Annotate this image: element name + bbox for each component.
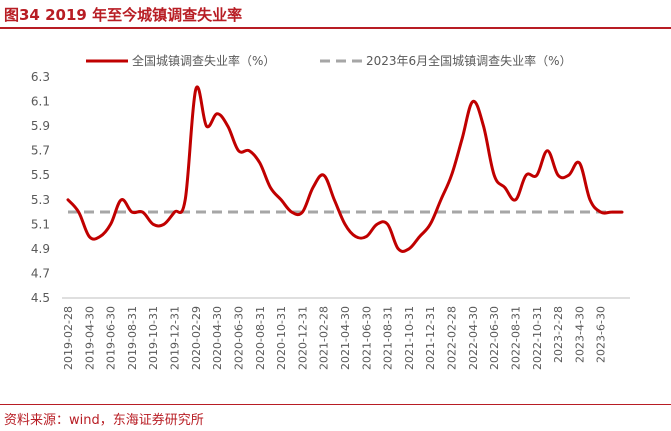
x-tick-label: 2019-12-31 [169, 306, 182, 370]
y-axis-ticks: 6.3 6.1 5.9 5.7 5.5 5.3 5.1 4.9 4.7 4.5 [31, 70, 50, 305]
x-tick-label: 2022-02-28 [446, 306, 459, 370]
y-tick-label: 5.7 [31, 144, 50, 158]
main-series-group [66, 85, 624, 253]
figure-title: 图34 2019 年至今城镇调查失业率 [4, 6, 243, 24]
x-tick-label: 2020-06-30 [232, 306, 245, 370]
x-axis-ticks: 2019-02-28 2019-04-30 2019-06-30 2019-08-31… [62, 306, 608, 370]
x-tick-label: 2020-08-31 [254, 306, 267, 370]
y-tick-label: 4.7 [31, 266, 50, 280]
x-tick-label: 2021-10-31 [403, 306, 416, 370]
x-tick-label: 2020-12-31 [296, 306, 309, 370]
x-tick-label: 2023-4-30 [573, 306, 586, 363]
series-line-unemployment [66, 85, 624, 253]
y-tick-label: 5.1 [31, 217, 50, 231]
x-tick-label: 2019-10-31 [147, 306, 160, 370]
y-tick-label: 6.3 [31, 70, 50, 84]
x-tick-label: 2022-06-30 [488, 306, 501, 370]
x-tick-label: 2022-10-31 [531, 306, 544, 370]
y-tick-label: 6.1 [31, 95, 50, 109]
x-tick-label: 2021-02-28 [318, 306, 331, 370]
legend-label-reference: 2023年6月全国城镇调查失业率（%） [366, 53, 572, 68]
y-tick-label: 5.3 [31, 193, 50, 207]
x-tick-label: 2022-08-31 [509, 306, 522, 370]
x-tick-label: 2021-08-31 [382, 306, 395, 370]
legend-label-main: 全国城镇调查失业率（%） [132, 53, 275, 68]
x-tick-label: 2019-06-30 [105, 306, 118, 370]
source-divider [0, 404, 671, 405]
x-tick-label: 2021-04-30 [339, 306, 352, 370]
x-tick-label: 2022-04-30 [467, 306, 480, 370]
y-tick-label: 5.9 [31, 119, 50, 133]
x-tick-label: 2019-04-30 [83, 306, 96, 370]
x-tick-label: 2020-10-31 [275, 306, 288, 370]
x-tick-label: 2021-12-31 [424, 306, 437, 370]
source-note: 资料来源：wind，东海证券研究所 [4, 413, 204, 428]
x-tick-label: 2023-2-28 [552, 306, 565, 363]
x-tick-label: 2019-02-28 [62, 306, 75, 370]
x-tick-label: 2020-04-30 [211, 306, 224, 370]
chart-legend: 全国城镇调查失业率（%） 2023年6月全国城镇调查失业率（%） [86, 53, 572, 68]
y-tick-label: 4.5 [31, 291, 50, 305]
x-tick-label: 2021-06-30 [360, 306, 373, 370]
y-tick-label: 5.5 [31, 168, 50, 182]
x-tick-label: 2023-6-30 [595, 306, 608, 363]
y-tick-label: 4.9 [31, 242, 50, 256]
x-tick-label: 2020-02-29 [190, 306, 203, 370]
title-divider [0, 27, 671, 29]
x-tick-label: 2019-08-31 [126, 306, 139, 370]
